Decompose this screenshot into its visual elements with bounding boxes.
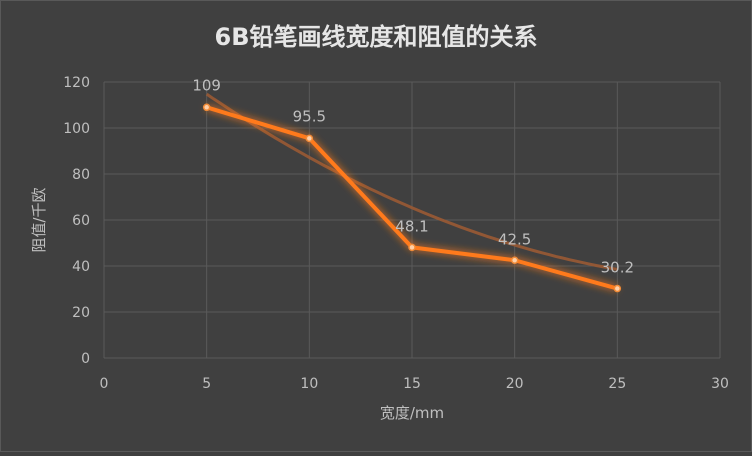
y-tick-label: 60	[72, 213, 90, 229]
y-tick-label: 100	[63, 121, 90, 137]
data-label: 109	[192, 76, 221, 94]
data-label: 30.2	[601, 259, 634, 277]
y-axis-label: 阻值/千欧	[30, 187, 48, 252]
x-tick-label: 10	[300, 376, 318, 392]
trendline	[205, 92, 618, 271]
x-tick-label: 15	[403, 376, 421, 392]
y-tick-label: 80	[72, 167, 90, 183]
x-tick-label: 30	[711, 376, 729, 392]
data-label: 95.5	[293, 107, 326, 125]
y-tick-label: 0	[81, 351, 90, 367]
data-point	[613, 284, 622, 293]
data-label: 42.5	[498, 230, 531, 248]
x-tick-label: 5	[202, 376, 211, 392]
series-layer	[202, 103, 622, 293]
trendline-layer	[205, 92, 618, 271]
x-axis-label: 宽度/mm	[380, 404, 444, 422]
grid	[103, 81, 721, 359]
y-tick-label: 120	[63, 75, 90, 91]
data-point	[305, 134, 314, 143]
x-tick-label: 20	[506, 376, 524, 392]
y-tick-label: 40	[72, 259, 90, 275]
axis-ticks: 0 20 40 60 80 100 120 0 5 10 15 20 25 30	[63, 75, 729, 392]
y-tick-label: 20	[72, 305, 90, 321]
data-label: 48.1	[395, 217, 428, 235]
data-point	[202, 103, 211, 112]
x-tick-label: 0	[100, 376, 109, 392]
chart-title: 6B铅笔画线宽度和阻值的关系	[215, 23, 538, 51]
data-labels: 109 95.5 48.1 42.5 30.2	[192, 76, 634, 276]
data-point	[510, 256, 519, 264]
data-point	[408, 243, 416, 252]
x-tick-label: 25	[608, 376, 626, 392]
